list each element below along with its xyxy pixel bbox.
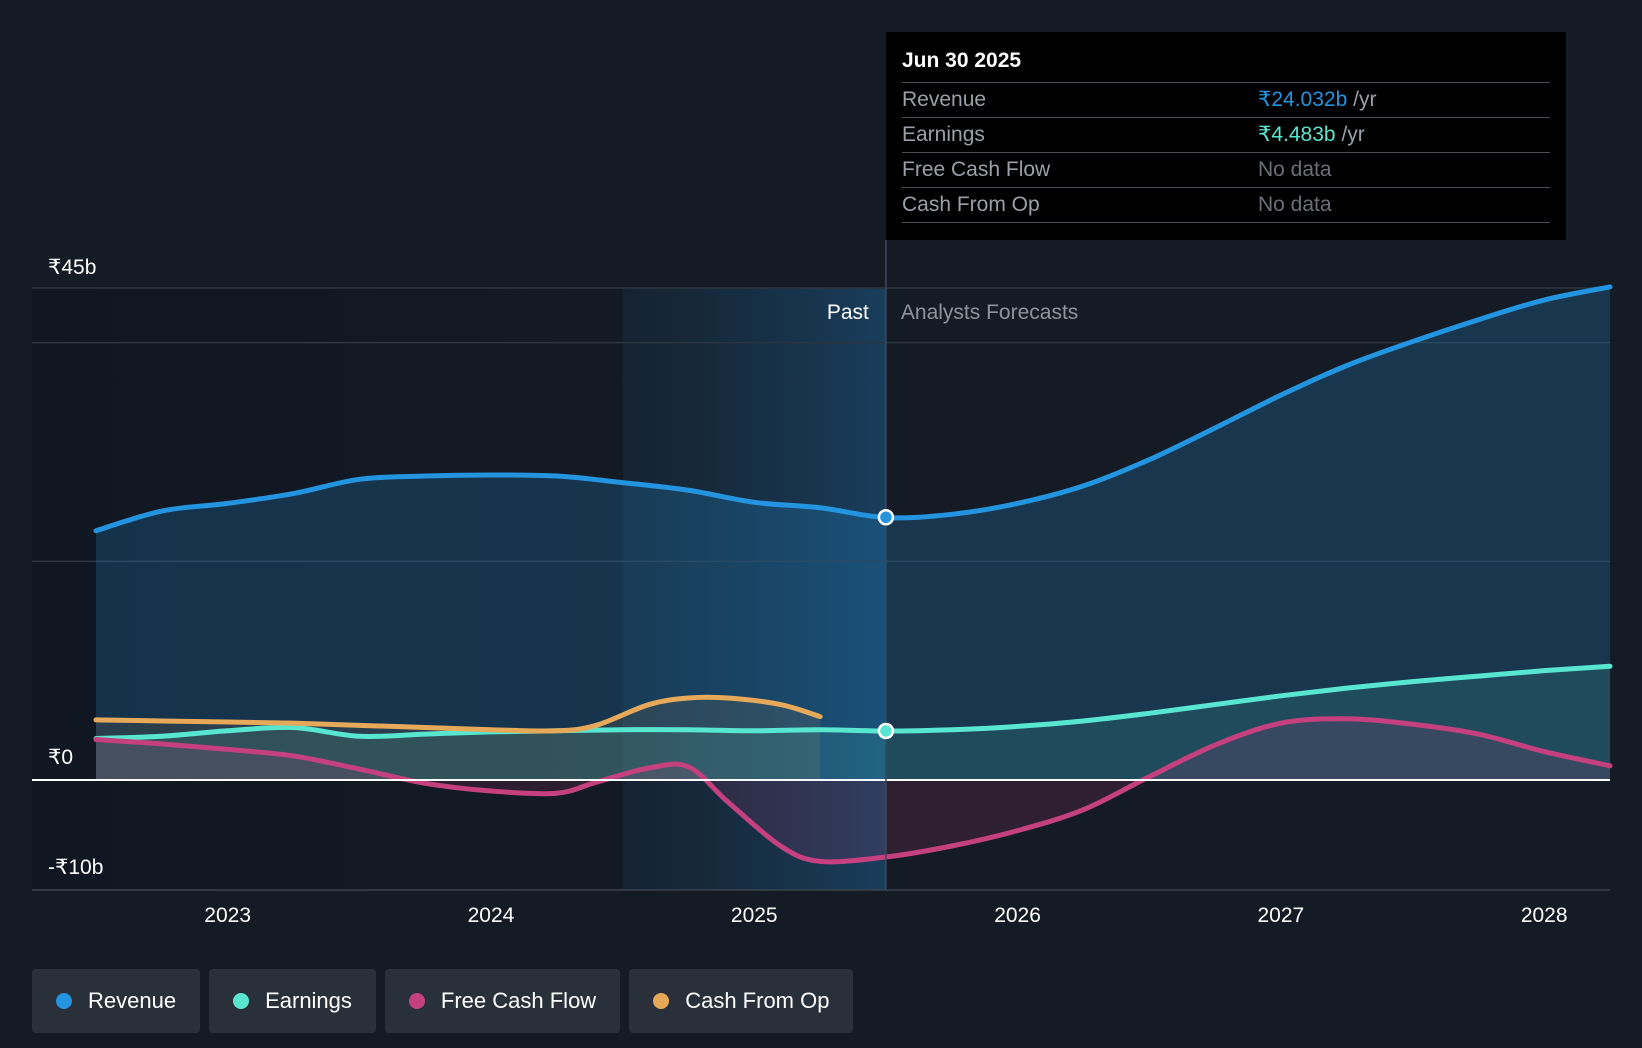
- legend-label: Cash From Op: [685, 988, 830, 1013]
- x-tick-label: 2026: [994, 904, 1041, 927]
- tooltip-unit: /yr: [1353, 88, 1377, 111]
- legend-dot-icon: [653, 993, 670, 1009]
- tooltip-row-earnings: Earnings ₹4.483b /yr: [902, 117, 1550, 152]
- forecast-label: Analysts Forecasts: [901, 301, 1078, 324]
- tooltip-label: Free Cash Flow: [902, 158, 1051, 181]
- tooltip-row-free-cash-flow: Free Cash Flow No data: [902, 152, 1550, 187]
- tooltip-unit: /yr: [1341, 123, 1365, 146]
- legend-label: Earnings: [265, 988, 352, 1013]
- x-axis-ticks: 2023 2024 2025 2026 2027 2028: [204, 904, 1567, 927]
- tooltip-label: Cash From Op: [902, 193, 1040, 216]
- y-tick-label: ₹0: [48, 746, 73, 769]
- series-areas: [96, 286, 1610, 862]
- area-cash-from-op: [96, 697, 821, 780]
- highlight-points: [877, 509, 895, 740]
- past-label: Past: [827, 301, 869, 324]
- x-tick-label: 2025: [731, 904, 778, 927]
- legend-item-free-cash-flow[interactable]: Free Cash Flow: [384, 969, 621, 1033]
- point-earnings: [877, 722, 895, 740]
- tooltip-value: No data: [1258, 158, 1332, 181]
- area-revenue: [96, 286, 1610, 780]
- x-tick-label: 2028: [1521, 904, 1568, 927]
- line-revenue: [93, 284, 1613, 534]
- legend-label: Revenue: [88, 988, 177, 1013]
- tooltip-value: No data: [1258, 193, 1332, 216]
- legend-label: Free Cash Flow: [440, 988, 597, 1013]
- line-cash-from-op: [93, 694, 823, 734]
- tooltip-value: ₹4.483b: [1258, 123, 1336, 146]
- tooltip-label: Earnings: [902, 123, 985, 146]
- line-earnings: [93, 663, 1613, 741]
- tooltip-row-cash-from-op: Cash From Op No data: [902, 187, 1550, 223]
- point-revenue: [877, 509, 895, 526]
- tooltip-value: ₹24.032b: [1258, 88, 1348, 111]
- tooltip-row-revenue: Revenue ₹24.032b /yr: [902, 82, 1550, 117]
- tooltip: Jun 30 2025 Revenue ₹24.032b /yr Earning…: [886, 32, 1566, 240]
- legend-dot-icon: [408, 993, 425, 1009]
- legend-item-cash-from-op[interactable]: Cash From Op: [629, 969, 854, 1033]
- x-tick-label: 2023: [204, 904, 251, 927]
- x-tick-label: 2024: [468, 904, 515, 927]
- series-lines: [93, 284, 1613, 865]
- tooltip-label: Revenue: [902, 88, 987, 111]
- legend-dot-icon: [56, 993, 72, 1009]
- y-tick-label: -₹10b: [48, 856, 103, 879]
- legend-item-earnings[interactable]: Earnings: [209, 969, 376, 1033]
- legend-dot-icon: [233, 993, 250, 1009]
- legend: Revenue Earnings Free Cash Flow Cash Fro…: [32, 969, 854, 1033]
- legend-item-revenue[interactable]: Revenue: [32, 969, 201, 1033]
- gridlines: [32, 287, 1610, 891]
- y-tick-label: ₹45b: [48, 256, 96, 279]
- x-tick-label: 2027: [1258, 904, 1305, 927]
- tooltip-date: Jun 30 2025: [902, 49, 1022, 72]
- past-region: [32, 288, 623, 890]
- y-axis-ticks: ₹45b ₹0 -₹10b: [48, 256, 103, 879]
- past-highlight-region: [622, 288, 886, 890]
- line-free-cash-flow: [93, 716, 1613, 865]
- area-earnings: [96, 666, 1610, 780]
- area-free-cash-flow: [96, 718, 1610, 862]
